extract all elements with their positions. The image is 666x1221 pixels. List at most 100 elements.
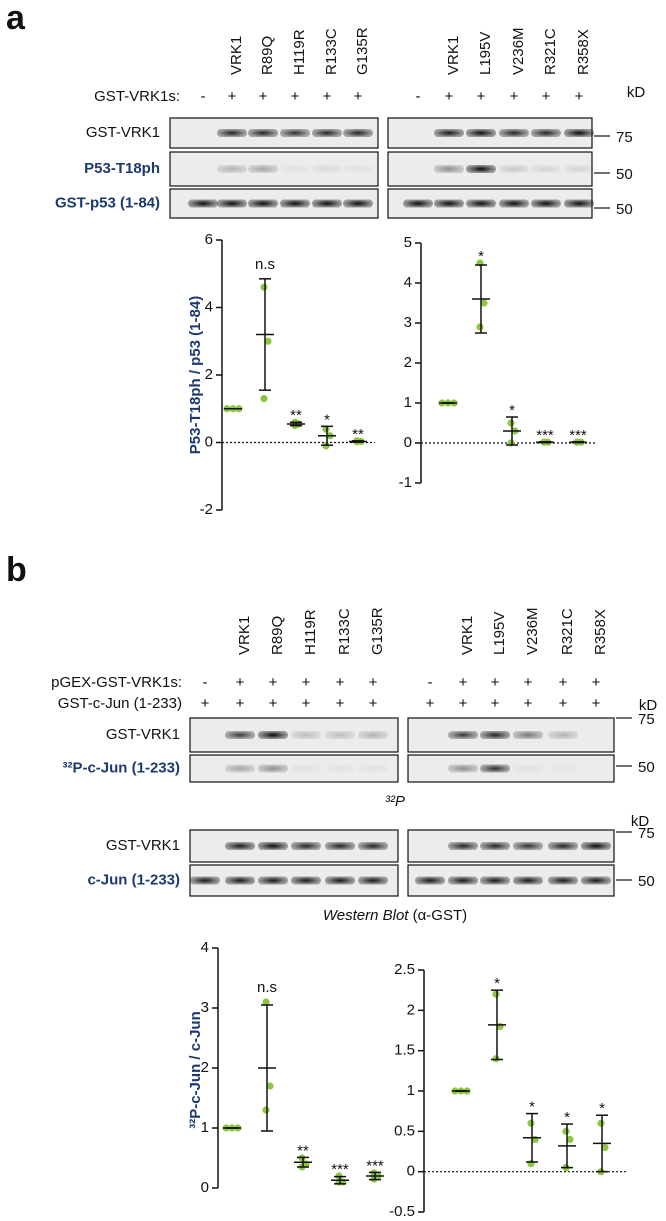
treatment-sign: + [369, 674, 378, 691]
y-tick-label: 0 [407, 1163, 415, 1180]
lane-label: R133C [323, 28, 340, 75]
marker-label: 50 [616, 201, 633, 218]
treatment-sign: + [491, 695, 500, 712]
treatment-sign: + [369, 695, 378, 712]
data-point [476, 323, 484, 331]
blot-band [325, 842, 355, 850]
treatment-label: GST-VRK1s: [94, 88, 180, 105]
y-tick-label: 0 [205, 433, 213, 450]
y-tick-label: 4 [205, 298, 213, 315]
treatment-sign: + [201, 695, 210, 712]
data-point [480, 299, 488, 307]
y-tick-label: 3 [201, 999, 209, 1016]
treatment-sign: + [323, 88, 332, 105]
blot-band [188, 199, 218, 208]
caption-italic: Western Blot [323, 907, 409, 924]
treatment-sign: + [269, 674, 278, 691]
significance-label: * [494, 975, 500, 992]
blot-box [407, 754, 615, 783]
marker-label: 75 [616, 129, 633, 146]
blot-band [291, 876, 321, 885]
significance-label: n.s [257, 979, 277, 996]
blot-band [358, 876, 388, 885]
treatment-sign: - [428, 674, 433, 691]
treatment-sign: + [524, 674, 533, 691]
blot-band [581, 842, 611, 850]
data-point [527, 1160, 535, 1168]
significance-label: *** [331, 1161, 349, 1178]
blot-band [513, 876, 543, 885]
blot-band [343, 165, 373, 173]
lane-label: H119R [302, 609, 319, 655]
blot-band [258, 764, 288, 773]
blot-band [466, 199, 496, 208]
marker-label: 75 [638, 825, 655, 842]
blot-label: GST-VRK1 [106, 837, 180, 854]
y-axis-label: ³²P-c-Jun / c-Jun [187, 1011, 204, 1129]
y-tick-label: 1 [404, 394, 412, 411]
blot-band [280, 165, 310, 173]
blot-band [258, 876, 288, 885]
blot-band [225, 876, 255, 885]
blot-label: P53-T18ph [84, 160, 160, 177]
treatment-sign: + [592, 695, 601, 712]
treatment-sign: + [236, 674, 245, 691]
treatment-sign: + [477, 88, 486, 105]
blot-band [217, 165, 247, 173]
treatment-sign: + [354, 88, 363, 105]
blot-band [291, 764, 321, 773]
y-tick-label: 2 [201, 1059, 209, 1076]
y-tick-label: 2 [407, 1001, 415, 1018]
blot-band [548, 765, 578, 773]
significance-label: *** [366, 1157, 384, 1174]
lane-label: R133C [336, 608, 353, 655]
blot-band [312, 199, 342, 208]
y-tick-label: 1.5 [394, 1042, 415, 1059]
blot-label: ³²P-c-Jun (1-233) [62, 759, 180, 776]
marker-label: 50 [638, 873, 655, 890]
data-point [601, 1143, 609, 1152]
blot-band [280, 129, 310, 137]
caption-wb: Western Blot (α-GST) [323, 907, 467, 924]
blot-label: GST-p53 (1-84) [55, 194, 160, 211]
blot-label: GST-VRK1 [106, 726, 180, 743]
kd-label: kD [631, 813, 650, 830]
y-tick-label: -0.5 [389, 1203, 415, 1220]
treatment-sign: + [459, 674, 468, 691]
significance-label: * [564, 1109, 570, 1126]
blot-band [312, 165, 342, 173]
treatment-sign: + [269, 695, 278, 712]
data-point [264, 337, 272, 345]
y-tick-label: 0 [201, 1179, 209, 1196]
blot-label: c-Jun (1-233) [87, 871, 180, 888]
lane-label: H119R [291, 29, 308, 75]
blot-band [548, 876, 578, 885]
blot-band [513, 842, 543, 850]
y-tick-label: 6 [205, 231, 213, 248]
data-point [262, 1106, 270, 1114]
blot-band [466, 129, 496, 137]
y-tick-label: 3 [404, 314, 412, 331]
treatment-sign: + [302, 695, 311, 712]
panel-label: b [6, 551, 27, 589]
significance-label: ** [297, 1142, 309, 1159]
blot-band [499, 165, 529, 173]
blot-band [499, 199, 529, 208]
lane-label: G135R [369, 607, 386, 655]
y-tick-label: 2 [205, 366, 213, 383]
blot-band [564, 129, 594, 137]
y-tick-label: 2 [404, 354, 412, 371]
treatment-label: GST-c-Jun (1-233) [58, 695, 182, 712]
lane-label: V236M [524, 607, 541, 655]
panel-label: a [6, 0, 26, 37]
blot-band [548, 731, 578, 739]
treatment-sign: + [542, 88, 551, 105]
blot-band [531, 165, 561, 173]
blot-band [513, 764, 543, 773]
treatment-sign: - [201, 88, 206, 105]
y-tick-label: 0 [404, 434, 412, 451]
treatment-sign: + [592, 674, 601, 691]
significance-label: * [599, 1100, 605, 1117]
